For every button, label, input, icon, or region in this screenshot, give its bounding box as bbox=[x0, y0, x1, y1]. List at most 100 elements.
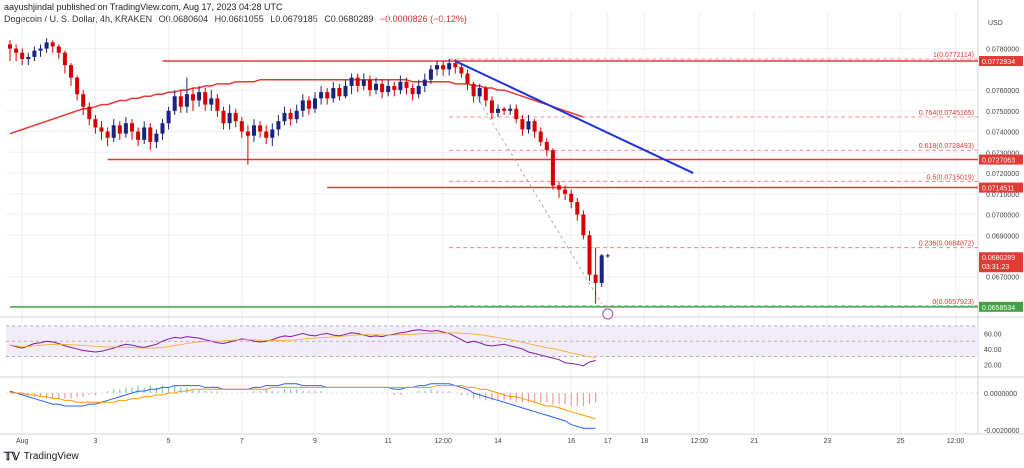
candle-body bbox=[178, 96, 183, 107]
time-axis-label: 18 bbox=[641, 438, 649, 445]
price-axis-label: 0.0750000 bbox=[986, 109, 1019, 116]
trendline-layer bbox=[454, 60, 694, 320]
candle-body bbox=[69, 65, 73, 78]
candle-body bbox=[209, 98, 214, 105]
price-axis-label: 0.0720000 bbox=[986, 171, 1019, 178]
candle-body bbox=[8, 44, 12, 49]
candle-body bbox=[380, 83, 385, 93]
event-marker-icon bbox=[602, 308, 614, 320]
time-axis-label: 11 bbox=[385, 438, 392, 445]
rsi-panel: 60.00 40.00 20.00 bbox=[6, 325, 1002, 369]
candle-body bbox=[331, 88, 336, 99]
candle-body bbox=[93, 119, 98, 128]
candle-body bbox=[361, 79, 366, 86]
time-axis-label: 21 bbox=[750, 438, 758, 445]
price-tag bbox=[979, 154, 1023, 165]
candle-body bbox=[306, 100, 311, 109]
candle-body bbox=[233, 112, 238, 122]
rsi-ma-line bbox=[9, 332, 596, 359]
price-axis-label: 0.0670000 bbox=[986, 275, 1019, 282]
candle-body bbox=[136, 131, 141, 140]
candle-body bbox=[489, 100, 494, 113]
candle-body bbox=[38, 48, 43, 51]
macd-line bbox=[9, 383, 596, 429]
candle-body bbox=[276, 121, 281, 130]
candle-body bbox=[508, 108, 513, 111]
candle-body bbox=[117, 125, 122, 134]
candle-body bbox=[404, 81, 409, 88]
time-axis-label: 3 bbox=[93, 438, 97, 445]
candle-body bbox=[148, 127, 153, 142]
candle-body bbox=[477, 88, 482, 97]
macd-axis-label: -0.0020000 bbox=[984, 428, 1020, 435]
candle-body bbox=[111, 125, 116, 138]
candle-body bbox=[367, 79, 372, 91]
time-axis-label: 12:00 bbox=[434, 438, 452, 445]
price-tag bbox=[979, 301, 1023, 312]
candle-body bbox=[416, 85, 421, 95]
fib-level-label: 1(0.0772114) bbox=[933, 52, 974, 59]
rsi-axis-label: 60.00 bbox=[984, 332, 1002, 339]
time-axis-label: 7 bbox=[240, 438, 244, 445]
fib-level-label: 0.5(0.0715019) bbox=[927, 174, 974, 181]
candle-body bbox=[392, 85, 397, 91]
price-tag-countdown: 03:31:23 bbox=[982, 264, 1009, 271]
footer-brand: 𝕋𝕍 TradingView bbox=[4, 450, 79, 463]
fib-diagonal bbox=[454, 60, 603, 304]
candle-body bbox=[581, 214, 586, 236]
rsi-axis-label: 40.00 bbox=[984, 347, 1002, 354]
candle-body bbox=[44, 42, 49, 49]
candle-body bbox=[605, 255, 610, 257]
grid-layer bbox=[0, 0, 1024, 435]
candle-body bbox=[544, 141, 549, 151]
candle-body bbox=[465, 73, 470, 84]
candle-body bbox=[62, 52, 67, 66]
fibonacci-levels: 1(0.0772114) 0.764(0.0745165) 0.618(0.0728… bbox=[449, 52, 978, 307]
candle-body bbox=[386, 85, 391, 93]
candle-body bbox=[514, 108, 519, 120]
candle-body bbox=[270, 129, 275, 138]
fib-level-label: 0.764(0.0745165) bbox=[919, 110, 974, 117]
ohlc-low: L0.0679185 bbox=[270, 14, 318, 24]
ohlc-open: O0.0680604 bbox=[158, 14, 209, 24]
price-axis-label: 0.0740000 bbox=[986, 130, 1019, 137]
candle-body bbox=[252, 125, 256, 136]
candle-body bbox=[203, 92, 208, 105]
candle-body bbox=[258, 125, 263, 132]
time-axis-label: 9 bbox=[313, 438, 317, 445]
candle-body bbox=[569, 193, 574, 203]
candle-body bbox=[130, 123, 134, 132]
candle-body bbox=[191, 94, 195, 101]
candle-body bbox=[459, 67, 464, 74]
ohlc-change: −0.0000826 (−0.12%) bbox=[379, 14, 467, 24]
candle-body bbox=[410, 88, 415, 95]
candle-body bbox=[245, 131, 250, 136]
candle-body bbox=[20, 52, 25, 59]
candle-body bbox=[172, 96, 177, 111]
candle-body bbox=[374, 83, 378, 91]
price-tag bbox=[979, 252, 1023, 273]
candle-body bbox=[142, 127, 147, 140]
candle-body bbox=[538, 131, 543, 142]
candle-body bbox=[599, 255, 604, 283]
candle-body bbox=[154, 133, 159, 142]
ohlc-close: C0.0680289 bbox=[324, 14, 374, 24]
candle-body bbox=[447, 63, 452, 70]
candle-body bbox=[453, 63, 458, 68]
symbol-name[interactable]: Dogecoin / U. S. Dollar, 4h, KRAKEN bbox=[4, 14, 153, 24]
candle-body bbox=[575, 202, 580, 215]
price-tag-label: 0.0772934 bbox=[982, 59, 1015, 66]
price-tag-label: 0.0727063 bbox=[982, 158, 1015, 165]
candle-body bbox=[75, 77, 80, 95]
candle-body bbox=[197, 92, 202, 101]
price-axis-label: 0.0780000 bbox=[986, 47, 1019, 54]
time-axis-label: 5 bbox=[167, 438, 171, 445]
candle-body bbox=[294, 110, 299, 120]
price-tag-label: 0.0714511 bbox=[982, 186, 1015, 193]
currency-label: USD bbox=[988, 20, 1003, 27]
macd-panel: 0.0000000 -0.0020000 bbox=[6, 383, 1020, 435]
time-axis-label: 25 bbox=[897, 438, 905, 445]
candle-body bbox=[313, 98, 317, 109]
brand-name: TradingView bbox=[23, 451, 79, 462]
